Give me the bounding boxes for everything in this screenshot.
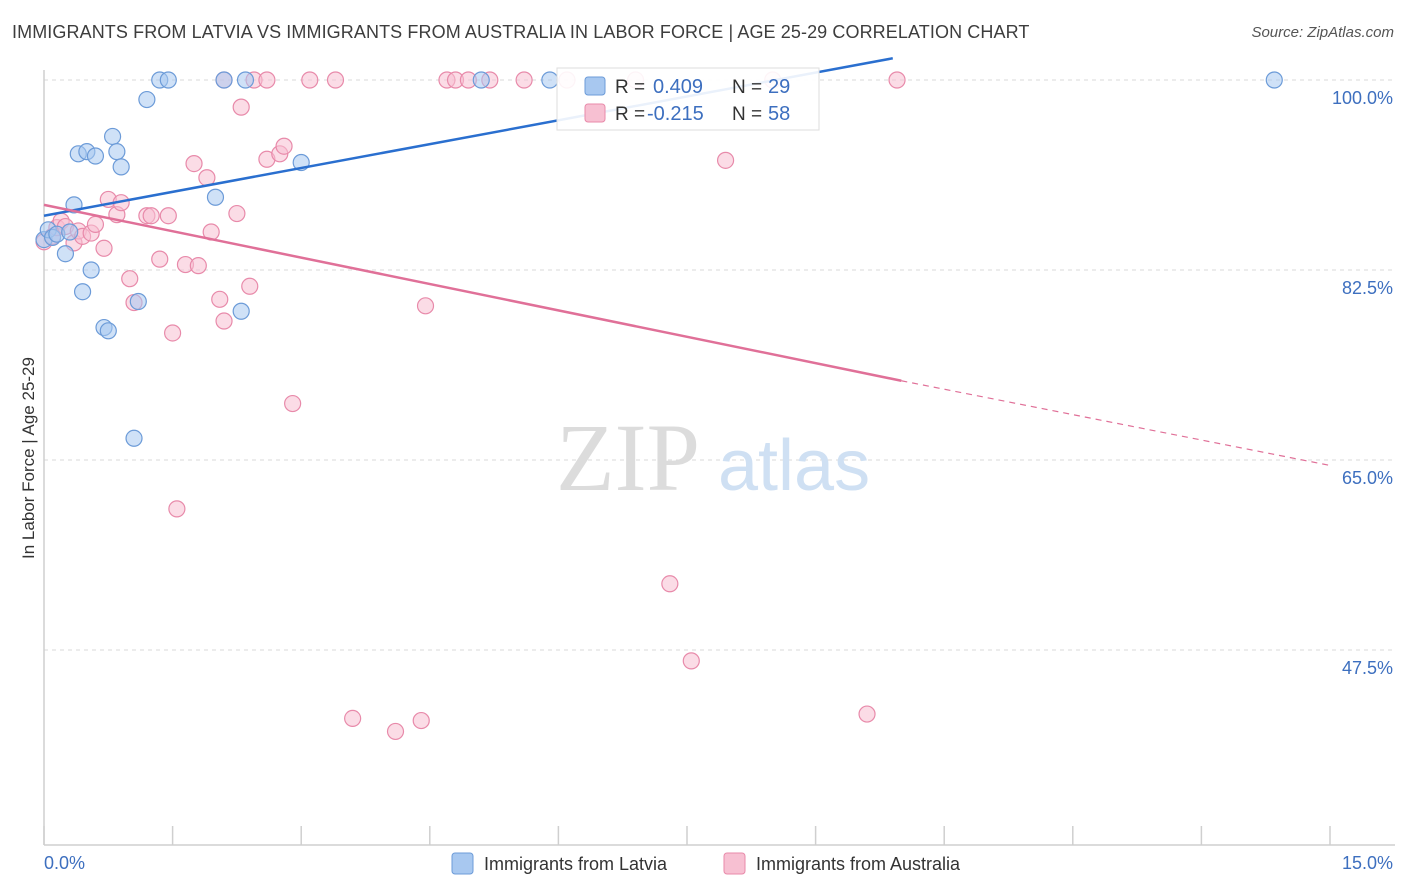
australia-point [241,277,259,295]
latvia-point [129,292,147,311]
australia-point [275,137,293,155]
australia-point [189,257,207,275]
stats-legend: R = 0.409 N = 29 R = -0.215 N = 58 [556,67,820,131]
y-tick-label: 100.0% [1332,88,1393,108]
australia-point [858,705,876,723]
australia-point [185,155,203,173]
latvia-point [73,283,92,301]
y-tick-label: 82.5% [1342,278,1393,298]
australia-point [215,312,233,330]
australia-point [121,270,139,288]
x-tick-label-max: 15.0% [1342,853,1393,873]
latvia-point [232,302,250,320]
australia-point [515,71,533,89]
legend-n-label-latvia: N = [732,77,762,98]
australia-trend-line [43,203,902,382]
australia-point [326,71,345,89]
australia-point [164,324,182,342]
x-axis-ticks [43,826,1331,845]
latvia-point [1265,71,1283,89]
watermark-atlas: atlas [718,426,870,506]
australia-point [661,575,679,593]
watermark-zip: ZIP [556,404,700,511]
australia-point [159,207,177,225]
australia-point [344,709,362,728]
australia-point [232,98,250,116]
australia-point [888,71,906,89]
legend-n-label-australia: N = [732,104,762,125]
legend-r-label-latvia: R = [615,77,645,98]
y-axis-title: In Labor Force | Age 25-29 [19,357,38,559]
y-tick-label: 47.5% [1342,658,1393,678]
latvia-point [159,71,177,89]
australia-point [682,652,700,670]
latvia-point [541,71,559,89]
x-tick-label-min: 0.0% [44,853,85,873]
watermark: ZIP atlas [556,404,870,511]
latvia-point [56,245,75,263]
australia-point [716,151,735,169]
chart-title: IMMIGRANTS FROM LATVIA VS IMMIGRANTS FRO… [12,22,1030,42]
latvia-point [215,71,233,89]
legend-r-label-australia: R = [615,104,645,125]
australia-point [258,71,276,89]
bottom-legend-label-latvia: Immigrants from Latvia [484,854,668,874]
australia-point [284,394,302,413]
australia-point [211,290,229,308]
latvia-point [125,429,143,447]
legend-swatch-australia [584,103,606,123]
australia-point [86,215,105,233]
australia-points [35,71,906,741]
bottom-legend-swatch-latvia [451,852,474,875]
australia-point [301,71,319,89]
source-label: Source: ZipAtlas.com [1251,24,1394,41]
australia-point [412,711,430,730]
bottom-legend-label-australia: Immigrants from Australia [756,854,961,874]
australia-point [151,250,169,268]
australia-point [95,239,113,257]
australia-point [228,204,246,223]
latvia-point [472,71,490,89]
latvia-point [236,71,255,89]
legend-swatch-latvia [584,76,606,96]
latvia-point [108,143,126,161]
legend-n-value-latvia: 29 [768,76,790,98]
australia-point [142,207,160,225]
y-tick-labels: 100.0% 82.5% 65.0% 47.5% [1332,88,1393,678]
bottom-legend: Immigrants from Latvia Immigrants from A… [451,852,961,875]
latvia-point [112,158,130,176]
latvia-point [103,127,122,146]
australia-trend-line-extended [901,380,1331,467]
latvia-point [99,322,117,340]
latvia-point [82,261,100,279]
latvia-point [86,147,105,165]
australia-point [386,722,405,741]
latvia-point [206,188,225,206]
latvia-point [61,223,79,241]
australia-point [416,297,435,315]
latvia-point [138,90,156,109]
legend-n-value-australia: 58 [768,103,790,125]
legend-r-value-australia: -0.215 [647,103,704,125]
australia-point [168,500,186,518]
legend-r-value-latvia: 0.409 [653,76,703,98]
bottom-legend-swatch-australia [723,852,746,875]
y-tick-label: 65.0% [1342,468,1393,488]
